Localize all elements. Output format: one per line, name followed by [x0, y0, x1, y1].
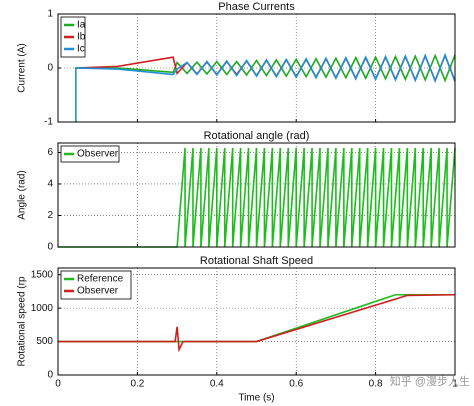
legend-label: Observer — [77, 149, 119, 160]
y-tick-label: 500 — [36, 336, 53, 347]
legend-box — [60, 145, 120, 163]
x-tick-label: 0.2 — [130, 379, 144, 390]
legend-label: Ic — [77, 44, 85, 55]
chart-title: Rotational angle (rad) — [204, 130, 310, 142]
x-tick-label: 0 — [55, 379, 61, 390]
legend-box — [60, 270, 132, 300]
y-tick-label: 4 — [47, 179, 53, 190]
y-axis-label: Rotational speed (rp — [17, 276, 28, 366]
legend-label: Ib — [77, 32, 86, 43]
y-tick-label: 1000 — [31, 303, 54, 314]
chart-title: Phase Currents — [218, 1, 295, 13]
y-tick-label: 0 — [47, 63, 53, 74]
legend-label: Ia — [77, 20, 86, 31]
y-tick-label: 0 — [47, 242, 53, 253]
x-axis-label: Time (s) — [238, 393, 274, 404]
y-tick-label: -1 — [44, 117, 53, 128]
legend-label: Observer — [77, 286, 119, 297]
series-line — [58, 293, 456, 353]
y-tick-label: 6 — [47, 147, 53, 158]
y-tick-label: 1500 — [31, 269, 54, 280]
plot-frame — [57, 13, 456, 123]
legend-label: Reference — [77, 274, 124, 285]
plot-frame — [57, 267, 456, 376]
x-tick-label: 0.6 — [289, 379, 303, 390]
y-tick-label: 1 — [47, 9, 53, 20]
x-tick-label: 0.4 — [210, 379, 224, 390]
y-axis-label: Angle (rad) — [17, 170, 28, 219]
watermark: 知乎 @漫步人生 — [390, 374, 470, 388]
chart-title: Rotational Shaft Speed — [200, 255, 313, 267]
x-tick-label: 1 — [452, 379, 458, 390]
plot-frame — [57, 142, 456, 248]
y-tick-label: 0 — [47, 370, 53, 381]
x-tick-label: 0.8 — [369, 379, 383, 390]
series-line — [75, 52, 456, 122]
y-axis-label: Current (A) — [17, 43, 28, 92]
y-tick-label: 2 — [47, 210, 53, 221]
